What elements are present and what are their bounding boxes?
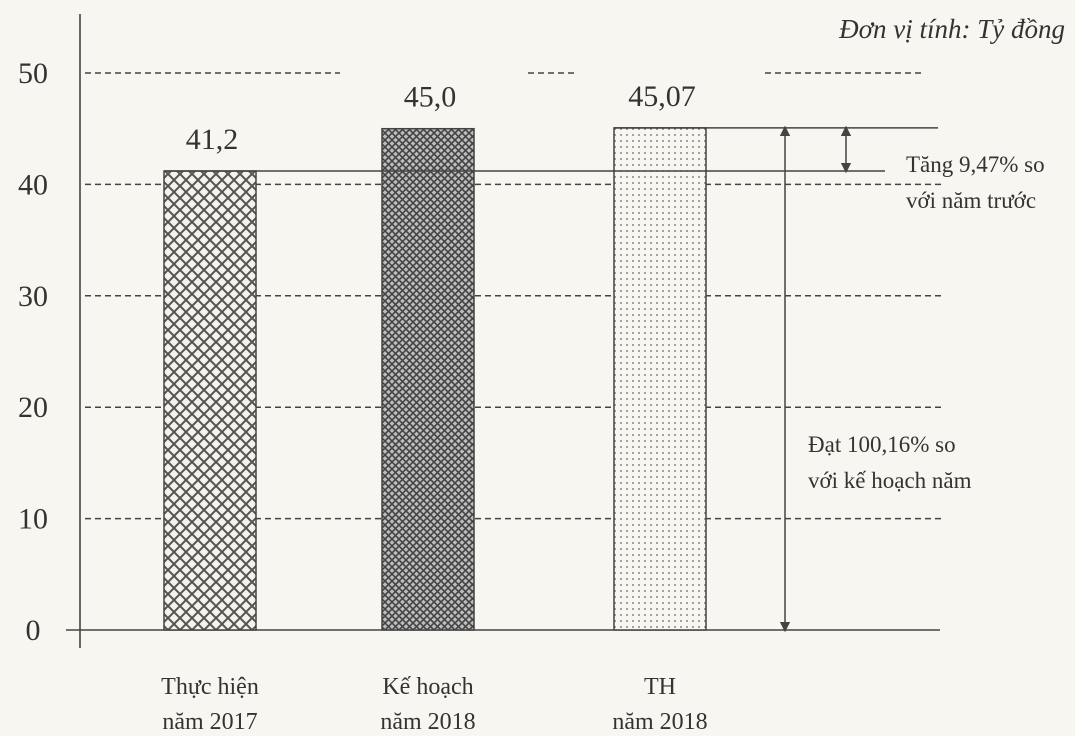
value-label: 41,2 — [186, 123, 239, 156]
unit-note: Đơn vị tính: Tỷ đồng — [838, 14, 1065, 44]
y-tick-label: 50 — [18, 57, 48, 90]
y-tick-label: 10 — [18, 503, 48, 536]
growth-note-line-1: Tăng 9,47% so — [906, 152, 1045, 177]
annotations: Tăng 9,47% so với năm trước Đạt 100,16% … — [164, 125, 1045, 633]
bar — [613, 127, 707, 631]
category-label: năm 2017 — [162, 709, 257, 735]
bar — [163, 170, 257, 631]
plan-note-line-1: Đạt 100,16% so — [808, 432, 956, 457]
category-label: Thực hiện — [161, 674, 259, 700]
y-tick-labels: 0 10 20 30 40 50 — [18, 57, 48, 647]
category-label: năm 2018 — [612, 709, 707, 735]
category-labels: Thực hiện năm 2017 Kế hoạch năm 2018 TH năm 2… — [161, 674, 707, 735]
bar — [381, 127, 475, 631]
category-label: Kế hoạch — [382, 674, 473, 700]
plan-note-line-2: với kế hoạch năm — [808, 468, 972, 493]
bars — [163, 127, 707, 631]
y-tick-label: 40 — [18, 168, 48, 201]
value-label: 45,0 — [404, 81, 457, 114]
category-label: TH — [644, 674, 676, 700]
growth-note-line-2: với năm trước — [906, 188, 1036, 213]
value-label: 45,07 — [628, 80, 696, 113]
category-label: năm 2018 — [380, 709, 475, 735]
value-labels: 41,2 45,0 45,07 — [186, 80, 696, 156]
y-tick-label: 0 — [26, 614, 41, 647]
y-tick-label: 30 — [18, 280, 48, 313]
y-tick-label: 20 — [18, 391, 48, 424]
